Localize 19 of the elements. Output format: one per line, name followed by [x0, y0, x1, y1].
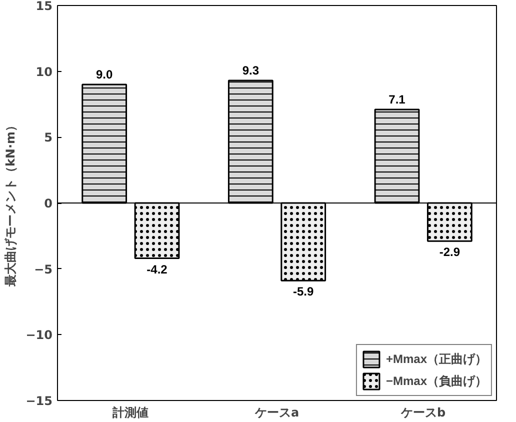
- data-label: -4.2: [146, 262, 168, 276]
- data-label: -2.9: [439, 245, 460, 260]
- y-tick-label: −15: [26, 394, 53, 408]
- legend-label: −Mmax（負曲げ）: [386, 372, 487, 390]
- y-tick-label: 0: [44, 196, 53, 210]
- data-label: 9.0: [96, 68, 113, 82]
- x-tick-label: 計測値: [112, 406, 149, 420]
- y-tick-label: −10: [26, 328, 53, 342]
- y-tick-label: 5: [44, 130, 53, 145]
- x-tick-label: ケースb: [400, 406, 446, 420]
- y-tick-label: 10: [36, 64, 53, 79]
- x-tick-label: ケースa: [254, 406, 300, 420]
- legend-label: +Mmax（正曲げ）: [386, 350, 487, 368]
- data-label: 9.3: [242, 64, 260, 78]
- y-axis-title: 最大曲げモーメント（kN·m）: [4, 119, 18, 288]
- data-label: -5.9: [293, 284, 314, 299]
- y-tick-label: 15: [36, 0, 53, 13]
- data-label: 7.1: [388, 92, 406, 107]
- y-tick-label: −5: [34, 262, 52, 276]
